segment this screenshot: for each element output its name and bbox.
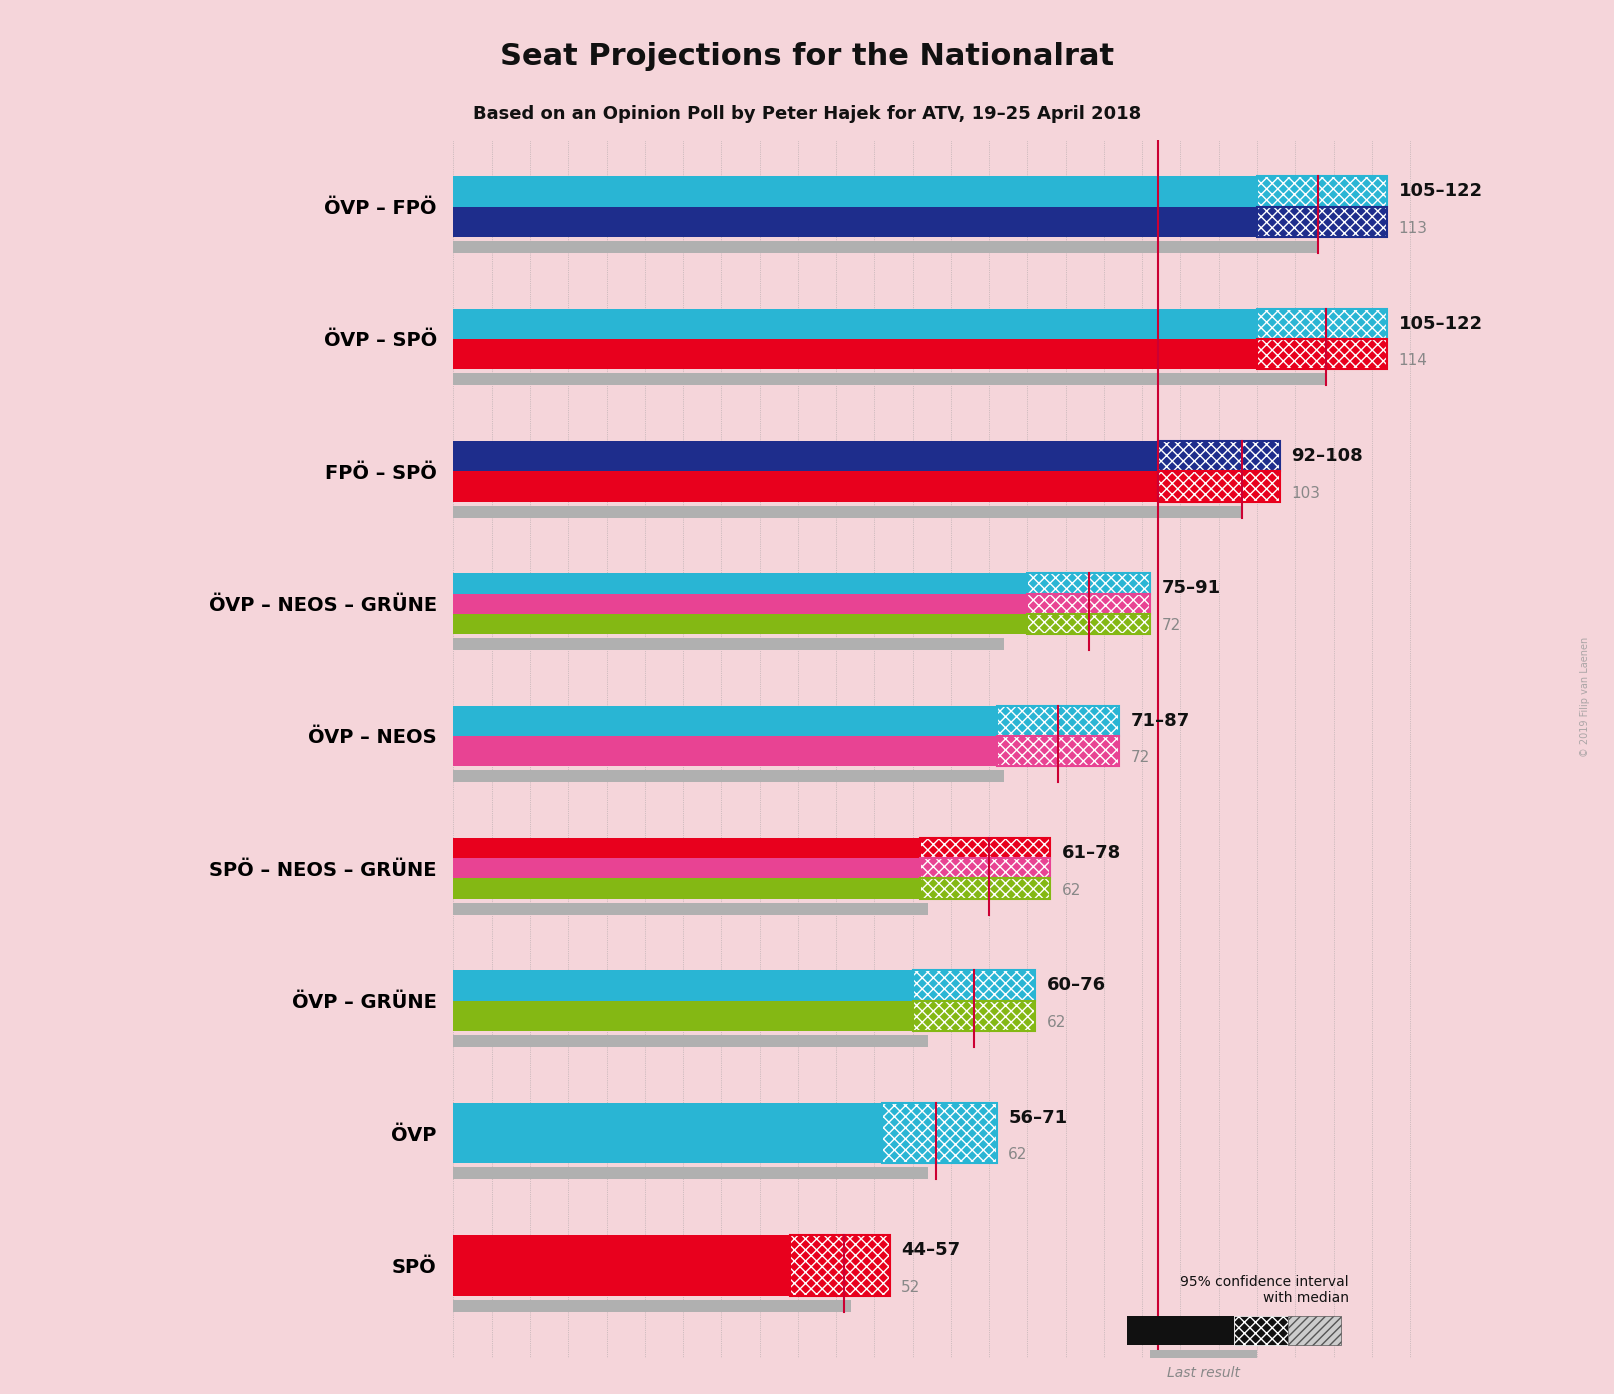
Bar: [454, 594, 1028, 613]
Bar: [1028, 573, 1149, 594]
Text: 103: 103: [1291, 485, 1320, 500]
Text: 105–122: 105–122: [1399, 183, 1483, 201]
Text: 75–91: 75–91: [1162, 580, 1220, 598]
Bar: [791, 1235, 889, 1296]
Bar: [920, 878, 1051, 899]
Bar: [454, 1103, 881, 1164]
Bar: [1149, 1349, 1257, 1362]
Bar: [920, 838, 1051, 859]
Text: 95% confidence interval
with median: 95% confidence interval with median: [1180, 1276, 1349, 1305]
Bar: [1257, 176, 1386, 206]
Text: 72: 72: [1131, 750, 1149, 765]
Bar: [1257, 176, 1386, 206]
Bar: [454, 339, 1257, 369]
Bar: [454, 903, 928, 914]
Bar: [454, 970, 912, 1001]
Bar: [997, 705, 1119, 736]
Bar: [454, 206, 1257, 237]
Bar: [454, 506, 1241, 517]
Text: 61–78: 61–78: [1062, 845, 1122, 861]
Text: 114: 114: [1399, 353, 1427, 368]
Text: Last result: Last result: [1167, 1366, 1240, 1380]
Text: 72: 72: [1162, 618, 1180, 633]
Text: 71–87: 71–87: [1131, 712, 1190, 730]
Text: © 2019 Filip van Laenen: © 2019 Filip van Laenen: [1580, 637, 1590, 757]
Bar: [912, 970, 1035, 1001]
Bar: [881, 1103, 997, 1164]
Bar: [454, 859, 920, 878]
Bar: [912, 970, 1035, 1001]
Text: 56–71: 56–71: [1009, 1108, 1067, 1126]
Bar: [1288, 1316, 1341, 1345]
Bar: [1157, 471, 1280, 502]
Bar: [920, 859, 1051, 878]
Bar: [1257, 308, 1386, 339]
Bar: [1157, 441, 1280, 471]
Bar: [791, 1235, 889, 1296]
Text: 92–108: 92–108: [1291, 447, 1364, 466]
Bar: [920, 878, 1051, 899]
Bar: [920, 859, 1051, 878]
Bar: [454, 241, 1319, 252]
Bar: [1157, 471, 1280, 502]
Bar: [912, 1001, 1035, 1032]
Bar: [1127, 1316, 1235, 1345]
Bar: [912, 1001, 1035, 1032]
Text: 62: 62: [1009, 1147, 1028, 1163]
Bar: [454, 441, 1157, 471]
Bar: [454, 1299, 852, 1312]
Text: Based on an Opinion Poll by Peter Hajek for ATV, 19–25 April 2018: Based on an Opinion Poll by Peter Hajek …: [473, 105, 1141, 123]
Bar: [454, 374, 1325, 385]
Text: 44–57: 44–57: [901, 1241, 960, 1259]
Bar: [454, 613, 1028, 634]
Bar: [997, 705, 1119, 736]
Text: 105–122: 105–122: [1399, 315, 1483, 333]
Bar: [881, 1103, 997, 1164]
Text: 52: 52: [901, 1280, 920, 1295]
Bar: [1257, 339, 1386, 369]
Bar: [454, 705, 997, 736]
Bar: [1257, 339, 1386, 369]
Bar: [920, 838, 1051, 859]
Bar: [1028, 613, 1149, 634]
Bar: [1235, 1316, 1288, 1345]
Bar: [997, 736, 1119, 767]
Text: Seat Projections for the Nationalrat: Seat Projections for the Nationalrat: [500, 42, 1114, 71]
Text: 62: 62: [1062, 882, 1081, 898]
Bar: [454, 1036, 928, 1047]
Bar: [1257, 308, 1386, 339]
Text: 60–76: 60–76: [1046, 976, 1106, 994]
Bar: [454, 878, 920, 899]
Bar: [454, 308, 1257, 339]
Bar: [454, 1167, 928, 1179]
Bar: [454, 573, 1028, 594]
Bar: [454, 771, 1004, 782]
Bar: [454, 736, 997, 767]
Bar: [1028, 573, 1149, 594]
Text: 113: 113: [1399, 222, 1427, 236]
Bar: [454, 471, 1157, 502]
Bar: [454, 1001, 912, 1032]
Bar: [454, 838, 920, 859]
Bar: [454, 1235, 791, 1296]
Bar: [454, 638, 1004, 650]
Bar: [1257, 206, 1386, 237]
Bar: [1157, 441, 1280, 471]
Bar: [1028, 594, 1149, 613]
Bar: [454, 176, 1257, 206]
Bar: [1028, 613, 1149, 634]
Bar: [1257, 206, 1386, 237]
Text: 62: 62: [1046, 1015, 1065, 1030]
Bar: [997, 736, 1119, 767]
Bar: [1028, 594, 1149, 613]
